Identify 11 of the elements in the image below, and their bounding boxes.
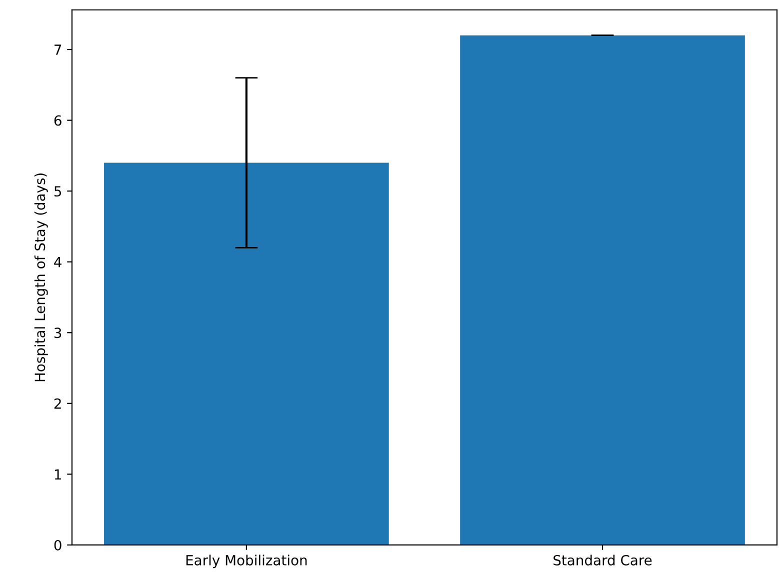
y-tick-label: 1 (54, 469, 61, 480)
y-tick-label: 4 (54, 257, 62, 268)
x-tick-label: Early Mobilization (186, 554, 307, 568)
y-axis-title: Hospital Length of Stay (days) (34, 174, 48, 382)
y-tick-label: 5 (54, 186, 62, 197)
y-tick-label: 7 (54, 44, 62, 55)
y-tick-label: 6 (54, 115, 62, 126)
y-tick-label: 2 (54, 398, 61, 409)
y-tick-label: 3 (54, 328, 62, 338)
x-tick-label: Standard Care (554, 554, 652, 566)
y-tick-label: 0 (54, 540, 62, 550)
